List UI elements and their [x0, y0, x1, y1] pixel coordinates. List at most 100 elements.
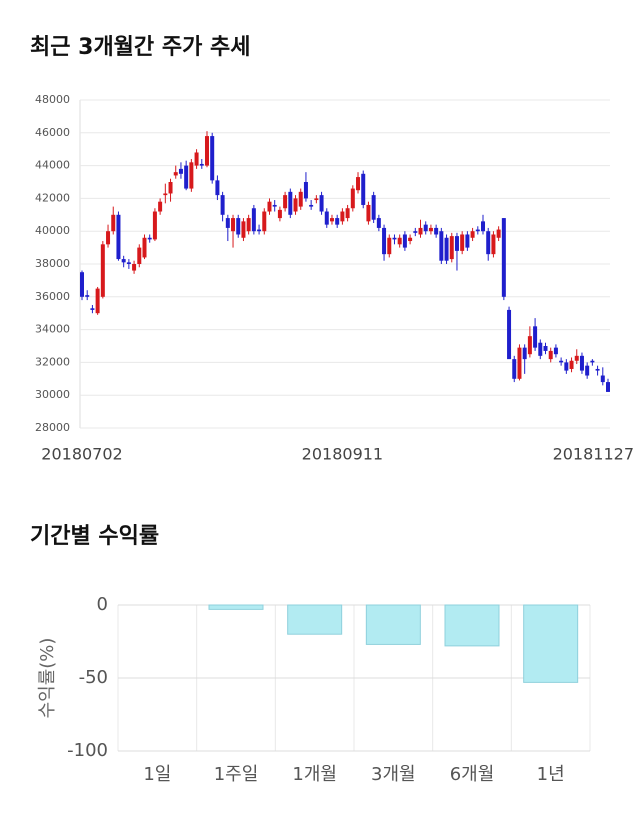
- candle-body: [220, 195, 225, 215]
- candle-body: [272, 204, 277, 207]
- x-tick-label: 6개월: [450, 764, 495, 785]
- candle-body: [600, 375, 605, 383]
- candle-body: [210, 136, 215, 181]
- candle-body: [418, 227, 423, 235]
- y-tick-label: 36000: [35, 290, 70, 303]
- candle-body: [132, 264, 137, 271]
- candle-body: [590, 360, 595, 363]
- x-tick-label: 1개월: [292, 764, 337, 785]
- candle-body: [356, 177, 361, 191]
- candle-body: [533, 326, 538, 348]
- candle-body: [470, 231, 475, 238]
- candle-body: [95, 288, 100, 314]
- candle-body: [402, 234, 407, 248]
- candle-body: [147, 237, 152, 240]
- candle-body: [324, 211, 329, 225]
- candle-body: [423, 224, 428, 232]
- candle-body: [543, 346, 548, 351]
- candle-body: [194, 152, 199, 166]
- y-tick-label: -50: [79, 667, 108, 688]
- candle-body: [90, 308, 95, 310]
- candle-body: [501, 218, 506, 297]
- candle-body: [606, 382, 610, 392]
- candle-body: [397, 237, 402, 245]
- candle-body: [106, 231, 111, 245]
- candle-body: [335, 218, 340, 225]
- x-tick-label: 3개월: [371, 764, 416, 785]
- y-tick-label: -100: [67, 740, 108, 761]
- y-tick-label: 44000: [35, 159, 70, 172]
- candle-body: [522, 347, 527, 360]
- candle-body: [267, 201, 272, 212]
- candle-body: [350, 188, 355, 209]
- y-tick-label: 46000: [35, 126, 70, 139]
- candle-body: [496, 229, 501, 238]
- candle-body: [262, 211, 267, 232]
- candle-body: [100, 244, 105, 297]
- candle-body: [225, 218, 230, 228]
- candle-body: [376, 218, 381, 228]
- candle-body: [366, 204, 371, 222]
- candle-body: [111, 214, 116, 232]
- candle-body: [595, 368, 600, 371]
- candle-body: [340, 211, 345, 222]
- y-tick-label: 30000: [35, 388, 70, 401]
- candle-body: [293, 198, 298, 212]
- x-tick-label: 20181127: [553, 445, 634, 464]
- candle-body: [126, 262, 131, 264]
- candle-body: [283, 195, 288, 209]
- candle-body: [314, 198, 319, 201]
- candle-body: [527, 336, 532, 355]
- candle-body: [231, 218, 236, 232]
- candle-body: [215, 180, 220, 196]
- chart-title: 기간별 수익률: [30, 524, 159, 549]
- candle-body: [121, 259, 126, 263]
- y-tick-label: 48000: [35, 93, 70, 106]
- x-tick-label: 1년: [537, 764, 565, 785]
- y-tick-label: 40000: [35, 224, 70, 237]
- candle-body: [449, 236, 454, 260]
- candle-body: [460, 234, 465, 251]
- candle-body: [319, 195, 324, 212]
- candle-body: [475, 229, 480, 232]
- bar: [365, 604, 421, 645]
- y-tick-label: 34000: [35, 323, 70, 336]
- candle-body: [517, 347, 522, 379]
- x-tick-label: 20180702: [41, 445, 122, 464]
- candle-body: [158, 201, 163, 212]
- candle-body: [173, 172, 178, 176]
- candle-body: [548, 350, 553, 360]
- candle-body: [298, 191, 303, 207]
- candle-body: [387, 237, 392, 255]
- candle-body: [559, 360, 564, 363]
- y-tick-label: 32000: [35, 355, 70, 368]
- y-tick-label: 38000: [35, 257, 70, 270]
- candle-body: [137, 247, 142, 264]
- candle-body: [178, 168, 183, 174]
- candle-body: [486, 231, 491, 255]
- candle-body: [512, 359, 517, 379]
- candle-body: [152, 211, 157, 240]
- candle-body: [241, 221, 246, 238]
- y-tick-label: 42000: [35, 191, 70, 204]
- candle-body: [585, 365, 590, 376]
- candle-body: [345, 208, 350, 219]
- candle-body: [251, 208, 256, 232]
- candle-body: [257, 229, 262, 232]
- y-tick-label: 0: [97, 594, 108, 615]
- candle-body: [434, 227, 439, 235]
- bar: [523, 604, 579, 683]
- chart-title: 최근 3개월간 주가 추세: [30, 35, 250, 60]
- candle-body: [142, 237, 147, 258]
- candle-body: [428, 227, 433, 232]
- bar: [208, 604, 264, 610]
- candle-body: [454, 236, 459, 251]
- candle-body: [444, 237, 449, 261]
- candle-body: [80, 272, 84, 297]
- candle-body: [199, 163, 204, 166]
- candle-body: [569, 360, 574, 369]
- candle-body: [553, 347, 558, 355]
- candle-body: [184, 165, 189, 189]
